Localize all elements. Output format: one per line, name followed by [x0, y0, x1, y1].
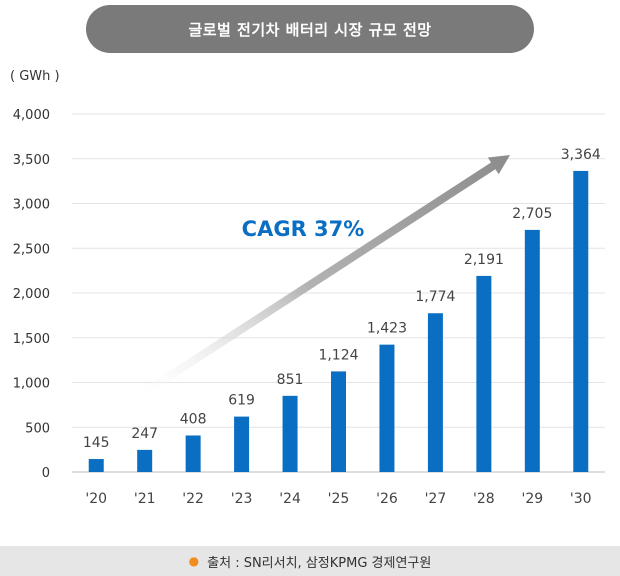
y-tick-label: 0	[42, 466, 50, 481]
x-tick-label: '29	[521, 491, 543, 507]
x-tick-label: '25	[328, 491, 350, 507]
data-label: 2,705	[512, 206, 552, 222]
x-tick-label: '26	[376, 491, 398, 507]
data-label: 145	[83, 435, 110, 451]
data-label: 2,191	[464, 252, 504, 268]
chart-title-pill: 글로벌 전기차 배터리 시장 규모 전망	[86, 5, 534, 53]
bar	[524, 229, 540, 472]
x-tick-label: '24	[279, 491, 301, 507]
y-tick-label: 4,000	[13, 108, 50, 123]
source-note: ● 출처 : SN리서치, 삼정KPMG 경제연구원	[0, 546, 620, 576]
bar	[282, 395, 298, 472]
data-label: 851	[277, 372, 304, 388]
x-tick-label: '22	[182, 491, 204, 507]
x-tick-label: '27	[425, 491, 447, 507]
bar	[379, 344, 395, 472]
bullet-icon: ●	[188, 554, 200, 568]
data-label: 619	[228, 393, 255, 409]
bar	[88, 459, 104, 472]
bar	[476, 275, 492, 472]
bar	[137, 449, 153, 472]
chart-title: 글로벌 전기차 배터리 시장 규모 전망	[188, 20, 432, 39]
bars	[88, 170, 589, 472]
y-tick-label: 2,500	[13, 242, 50, 257]
x-tick-labels: '20 '21 '22 '23 '24 '25 '26 '27 '28 '29 '30	[85, 491, 591, 507]
y-tick-label: 1,000	[13, 377, 50, 392]
trend-arrow	[142, 155, 511, 396]
data-label: 1,124	[318, 347, 358, 363]
bar	[573, 170, 589, 472]
data-label: 247	[131, 426, 158, 442]
y-tick-label: 1,500	[13, 332, 50, 347]
x-tick-label: '28	[473, 491, 495, 507]
x-tick-label: '20	[85, 491, 107, 507]
bar	[427, 313, 443, 472]
bar-chart: 05001,0001,5002,0002,5003,0003,5004,000 …	[10, 69, 605, 507]
data-label: 1,423	[367, 321, 407, 337]
y-tick-label: 500	[25, 421, 50, 436]
y-tick-label: 2,000	[13, 287, 50, 302]
y-tick-label: 3,000	[13, 198, 50, 213]
y-tick-label: 3,500	[13, 153, 50, 168]
data-label: 1,774	[415, 289, 455, 305]
data-label: 3,364	[561, 147, 601, 163]
cagr-annotation: CAGR 37%	[242, 217, 365, 241]
source-text: 출처 : SN리서치, 삼정KPMG 경제연구원	[207, 555, 432, 571]
y-axis-label: ( GWh )	[10, 69, 60, 84]
y-tick-labels: 0 500 1,000 1,500 2,000 2,500 3,000 3,500 4,000	[13, 108, 50, 481]
x-tick-label: '21	[134, 491, 156, 507]
x-tick-label: '23	[231, 491, 253, 507]
data-label: 408	[180, 411, 207, 427]
data-labels: 145 247 408 619 851 1,124 1,423 1,774 2,191 2,705…	[83, 147, 601, 451]
bar	[234, 416, 250, 472]
x-tick-label: '30	[570, 491, 592, 507]
bar	[185, 435, 201, 472]
bar	[331, 371, 346, 472]
